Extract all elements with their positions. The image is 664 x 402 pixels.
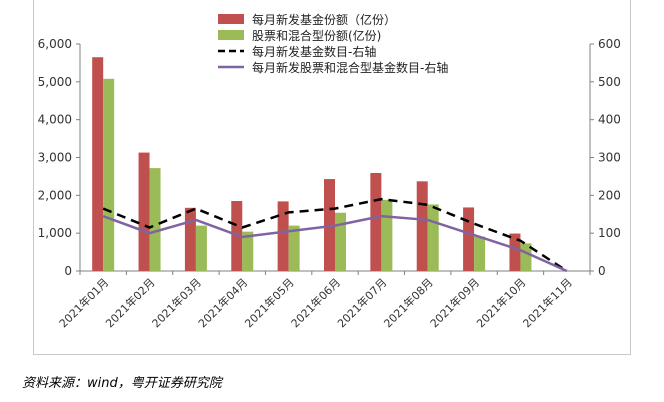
- legend-swatch: [218, 30, 244, 40]
- line-new-fund-count: [102, 197, 568, 273]
- y-left-tick-label: 0: [64, 264, 72, 278]
- bar-equity-mixed-share: [288, 225, 300, 271]
- chart-canvas: 0 1,000 2,000 3,000 4,000 5,000 6,000 0 100 200 30…: [38, 12, 621, 330]
- bar-new-fund-share: [184, 207, 196, 271]
- y-right-tick-label: 300: [598, 151, 621, 165]
- bar-equity-mixed-share: [520, 243, 532, 271]
- bar-equity-mixed-share: [242, 231, 254, 271]
- bar-equity-mixed-share: [474, 236, 486, 271]
- legend-label: 股票和混合型份额(亿份): [252, 28, 381, 43]
- y-right-tick-label: 100: [598, 226, 621, 240]
- y-right-tick-label: 0: [598, 264, 606, 278]
- bar-new-fund-share: [277, 201, 289, 271]
- legend-swatch: [218, 14, 244, 24]
- y-left-tick-label: 5,000: [38, 75, 72, 89]
- bar-new-fund-share: [509, 233, 521, 271]
- bar-equity-mixed-share: [195, 225, 207, 271]
- legend-label: 每月新发基金份额（亿份）: [252, 12, 396, 27]
- y-left-tick-label: 3,000: [38, 151, 72, 165]
- bar-equity-mixed-share: [335, 212, 346, 271]
- y-right-tick-label: 400: [598, 113, 621, 127]
- bar-new-fund-share: [370, 173, 382, 271]
- line-equity-mixed-count: [102, 214, 568, 273]
- y-left-tick-label: 2,000: [38, 188, 72, 202]
- y-left-tick-label: 1,000: [38, 226, 72, 240]
- bar-equity-mixed-share: [427, 204, 439, 271]
- bar-new-fund-share: [92, 57, 104, 271]
- source-note: 资料来源：wind，粤开证券研究院: [22, 376, 222, 391]
- chart-frame: [33, 0, 631, 355]
- bar-new-fund-share: [463, 207, 475, 271]
- bar-new-fund-share: [416, 181, 428, 271]
- y-right-tick-label: 200: [598, 188, 621, 202]
- bar-new-fund-share: [138, 152, 150, 271]
- bar-equity-mixed-share: [149, 168, 161, 271]
- bar-equity-mixed-share: [381, 199, 393, 271]
- legend-label: 每月新发基金数目-右轴: [252, 44, 376, 59]
- y-right-tick-label: 600: [598, 37, 621, 51]
- x-tick-label: 2021年11月: [520, 275, 575, 330]
- legend-label: 每月新发股票和混合型基金数目-右轴: [252, 60, 448, 75]
- y-right-tick-label: 500: [598, 75, 621, 89]
- bar-equity-mixed-share: [103, 78, 115, 271]
- y-left-tick-label: 4,000: [38, 113, 72, 127]
- y-left-tick-label: 6,000: [38, 37, 72, 51]
